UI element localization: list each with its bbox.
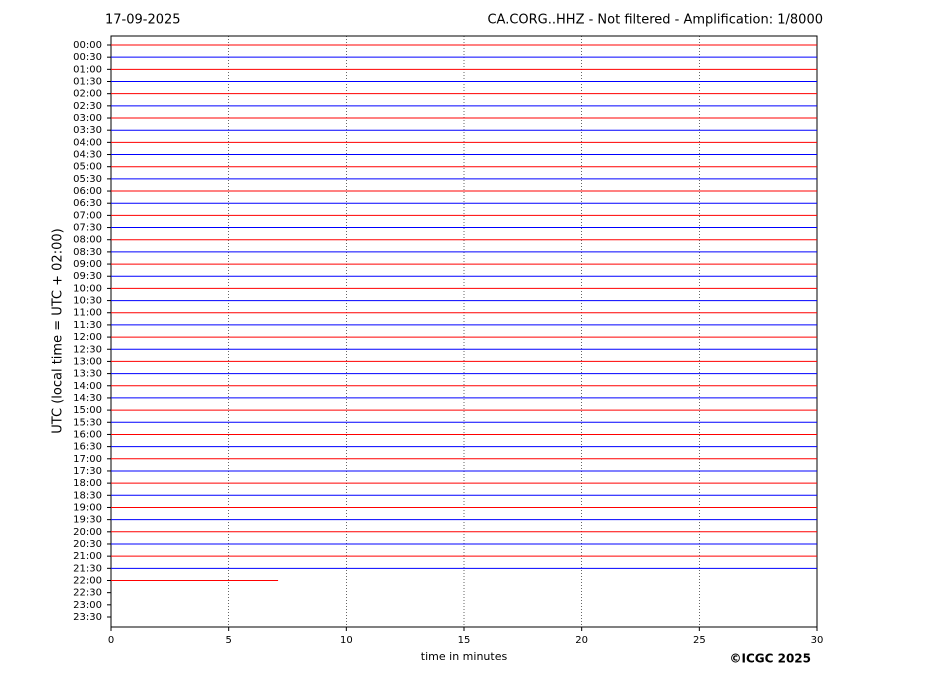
y-tick-label: 09:30 [73,271,102,282]
y-tick-label: 08:30 [73,247,102,258]
y-tick-label: 14:30 [73,393,102,404]
y-tick-label: 13:30 [73,369,102,380]
y-tick-label: 12:00 [73,332,102,343]
y-tick-label: 06:30 [73,198,102,209]
x-tick-label: 10 [340,635,353,646]
x-tick-label: 20 [575,635,588,646]
x-tick-label: 5 [225,635,231,646]
plot-frame [110,35,818,628]
x-axis-label: time in minutes [421,650,508,663]
y-tick-label: 01:30 [73,77,102,88]
y-tick-label: 22:00 [73,575,102,586]
y-tick-label: 08:00 [73,235,102,246]
y-tick-label: 17:00 [73,454,102,465]
y-tick-label: 03:00 [73,113,102,124]
y-tick-label: 18:30 [73,490,102,501]
x-tick-label: 30 [811,635,824,646]
y-tick-label: 20:30 [73,539,102,550]
y-tick-label: 15:00 [73,405,102,416]
y-tick-label: 17:30 [73,466,102,477]
y-tick-label: 22:30 [73,588,102,599]
y-tick-label: 23:00 [73,600,102,611]
y-tick-label: 18:00 [73,478,102,489]
y-tick-label: 13:00 [73,356,102,367]
y-tick-label: 04:30 [73,150,102,161]
y-tick-label: 05:30 [73,174,102,185]
y-tick-label: 01:00 [73,64,102,75]
y-tick-label: 00:00 [73,40,102,51]
y-tick-label: 07:30 [73,223,102,234]
y-tick-label: 10:30 [73,296,102,307]
y-tick-label: 15:30 [73,417,102,428]
y-tick-label: 02:00 [73,89,102,100]
y-tick-label: 00:30 [73,52,102,63]
y-tick-label: 12:30 [73,344,102,355]
y-tick-label: 16:30 [73,442,102,453]
y-tick-label: 21:00 [73,551,102,562]
y-tick-label: 19:00 [73,502,102,513]
chart-title: CA.CORG..HHZ - Not filtered - Amplificat… [487,13,823,28]
y-axis-label: UTC (local time = UTC + 02:00) [51,228,66,433]
y-tick-label: 21:30 [73,563,102,574]
y-tick-label: 06:00 [73,186,102,197]
y-tick-label: 10:00 [73,283,102,294]
y-tick-label: 11:00 [73,308,102,319]
y-tick-label: 07:00 [73,210,102,221]
date: 17-09-2025 [105,13,181,28]
y-tick-label: 20:00 [73,527,102,538]
y-tick-label: 14:00 [73,381,102,392]
credit: ©ICGC 2025 [729,652,811,666]
y-tick-label: 04:00 [73,137,102,148]
y-tick-label: 19:30 [73,515,102,526]
x-tick-label: 25 [693,635,706,646]
y-tick-label: 11:30 [73,320,102,331]
y-tick-label: 23:30 [73,612,102,623]
y-tick-label: 02:30 [73,101,102,112]
y-tick-label: 09:00 [73,259,102,270]
y-tick-label: 16:00 [73,429,102,440]
x-tick-label: 15 [458,635,471,646]
y-tick-label: 03:30 [73,125,102,136]
x-tick-label: 0 [108,635,114,646]
y-tick-label: 05:00 [73,162,102,173]
